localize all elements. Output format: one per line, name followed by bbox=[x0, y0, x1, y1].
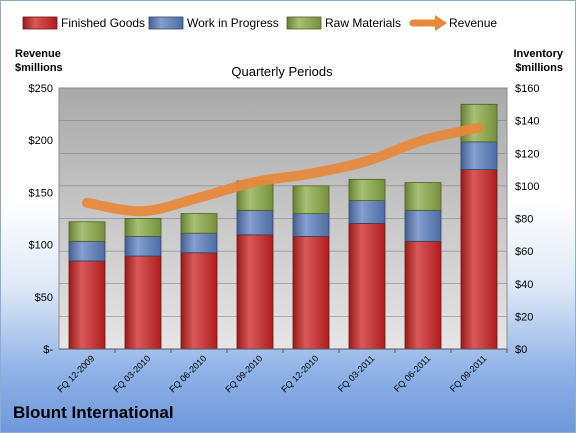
chart-title: Quarterly Periods bbox=[231, 64, 333, 79]
left-tick-label: $150 bbox=[29, 187, 53, 199]
right-tick-label: $80 bbox=[515, 214, 533, 226]
bar-work-in-progress bbox=[68, 240, 106, 262]
bar-finished-goods bbox=[124, 255, 162, 350]
bar-finished-goods bbox=[348, 222, 386, 350]
bar-finished-goods bbox=[180, 252, 218, 350]
left-tick-label: $50 bbox=[35, 292, 53, 304]
x-tick-label: FQ 12-2010 bbox=[279, 353, 320, 394]
legend-label-finished-goods: Finished Goods bbox=[61, 16, 145, 30]
company-name: Blount International bbox=[13, 403, 174, 422]
right-tick-label: $140 bbox=[515, 116, 539, 128]
x-tick-label: FQ 03-2010 bbox=[111, 353, 152, 394]
bar-layer bbox=[68, 103, 498, 350]
right-axis-title-line2: $millions bbox=[515, 62, 563, 74]
bar-finished-goods bbox=[292, 236, 330, 350]
bar-work-in-progress bbox=[180, 232, 218, 254]
line-layer bbox=[82, 122, 484, 217]
bar-work-in-progress bbox=[124, 236, 162, 257]
right-tick-label: $40 bbox=[515, 279, 533, 291]
bar-finished-goods bbox=[236, 234, 274, 350]
left-tick-label: $- bbox=[43, 344, 53, 356]
bar-finished-goods bbox=[68, 260, 106, 350]
right-tick-label: $60 bbox=[515, 246, 533, 258]
bar-raw-materials bbox=[348, 178, 386, 201]
left-tick-label: $250 bbox=[29, 83, 53, 95]
right-tick-label: $120 bbox=[515, 148, 539, 160]
x-tick-label: FQ 09-2010 bbox=[223, 353, 264, 394]
bar-raw-materials bbox=[292, 185, 330, 215]
x-tick-label: FQ 06-2011 bbox=[392, 353, 433, 394]
bar-raw-materials bbox=[180, 213, 218, 234]
bar-raw-materials bbox=[124, 218, 162, 237]
legend-swatch-finished-goods bbox=[22, 16, 58, 30]
bar-finished-goods bbox=[404, 240, 442, 350]
x-tick-label: FQ 09-2011 bbox=[448, 353, 489, 394]
legend: Finished Goods Work in Progress Raw Materi… bbox=[22, 15, 497, 31]
right-axis-title-line1: Inventory bbox=[513, 48, 563, 60]
legend-label-raw-materials: Raw Materials bbox=[325, 16, 401, 30]
legend-swatch-work-in-progress bbox=[148, 16, 184, 30]
x-tick-label: FQ 06-2010 bbox=[167, 353, 208, 394]
left-tick-label: $200 bbox=[29, 135, 53, 147]
legend-label-work-in-progress: Work in Progress bbox=[187, 16, 279, 30]
x-tick-label: FQ 03-2011 bbox=[336, 353, 377, 394]
right-tick-label: $160 bbox=[515, 83, 539, 95]
legend-label-revenue: Revenue bbox=[449, 16, 497, 30]
bar-work-in-progress bbox=[460, 141, 498, 170]
line-revenue bbox=[82, 122, 484, 217]
legend-swatch-raw-materials bbox=[286, 16, 322, 30]
bar-finished-goods bbox=[460, 169, 498, 350]
legend-arrow-head bbox=[435, 15, 447, 31]
left-axis-title-line1: Revenue bbox=[15, 48, 61, 60]
bar-work-in-progress bbox=[348, 200, 386, 224]
right-tick-label: $100 bbox=[515, 181, 539, 193]
bar-work-in-progress bbox=[292, 213, 330, 237]
bar-raw-materials bbox=[404, 182, 442, 211]
bar-work-in-progress bbox=[404, 209, 442, 242]
left-tick-label: $100 bbox=[29, 240, 53, 252]
bar-raw-materials bbox=[68, 221, 106, 242]
x-tick-label: FQ 12-2009 bbox=[55, 353, 96, 394]
right-tick-label: $0 bbox=[515, 344, 527, 356]
left-axis-title-line2: $millions bbox=[15, 62, 63, 74]
right-tick-label: $20 bbox=[515, 311, 533, 323]
bar-work-in-progress bbox=[236, 209, 274, 236]
